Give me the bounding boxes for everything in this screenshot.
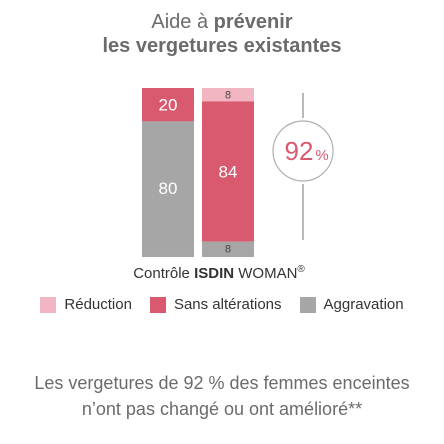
highlight-unit: % — [315, 147, 328, 164]
bar-2-sans-alterations — [202, 101, 254, 242]
bar-1-aggravation — [142, 121, 194, 256]
category-control: Contrôle — [133, 265, 194, 282]
legend-label-aggravation: Aggravation — [323, 296, 404, 313]
legend-item-reduction: Réduction — [40, 296, 132, 313]
category-label: Contrôle ISDIN WOMAN® — [133, 264, 305, 282]
title-bold-word: prévenir — [213, 11, 293, 33]
footer-line-2: n’ont pas changé ou ont amélioré** — [81, 399, 363, 419]
bar-2-reduction-label: 8 — [225, 90, 231, 102]
category-mark: ® — [297, 264, 305, 275]
footer-line-1: Les vergetures de 92 % des femmes encein… — [34, 373, 410, 393]
bar-1-aggravation-label: 80 — [159, 179, 178, 198]
legend-label-sans-alterations: Sans altérations — [173, 296, 282, 313]
chart-title: Aide à prévenir les vergetures existante… — [0, 10, 444, 58]
footer-claim: Les vergetures de 92 % des femmes encein… — [0, 370, 444, 422]
title-line-1: Aide à prévenir — [0, 10, 444, 34]
bar-2-aggravation — [202, 241, 254, 255]
bars-group: 20 80 8 84 8 — [142, 88, 254, 257]
bar-2-sans-alterations-label: 84 — [219, 163, 238, 182]
legend-item-aggravation: Aggravation — [299, 296, 404, 313]
legend-swatch-aggravation — [299, 296, 316, 313]
legend-swatch-reduction — [40, 296, 57, 313]
legend-swatch-sans-alterations — [149, 296, 166, 313]
legend: Réduction Sans altérations Aggravation — [0, 296, 444, 313]
bar-2-aggravation-label: 8 — [225, 243, 231, 255]
legend-item-sans-alterations: Sans altérations — [149, 296, 282, 313]
category-product: WOMAN — [234, 265, 297, 282]
highlight-circle — [272, 120, 334, 182]
category-brand: ISDIN — [194, 265, 234, 282]
bar-1-sans-alterations — [142, 88, 194, 122]
title-prefix: Aide à — [151, 11, 214, 33]
bar-2-reduction — [202, 88, 254, 102]
highlight-value: 92 — [285, 136, 314, 166]
bar-1-sans-alterations-label: 20 — [159, 96, 178, 115]
highlight-annotation: 92% — [272, 93, 334, 240]
legend-label-reduction: Réduction — [64, 296, 132, 313]
title-line-2: les vergetures existantes — [102, 35, 342, 57]
